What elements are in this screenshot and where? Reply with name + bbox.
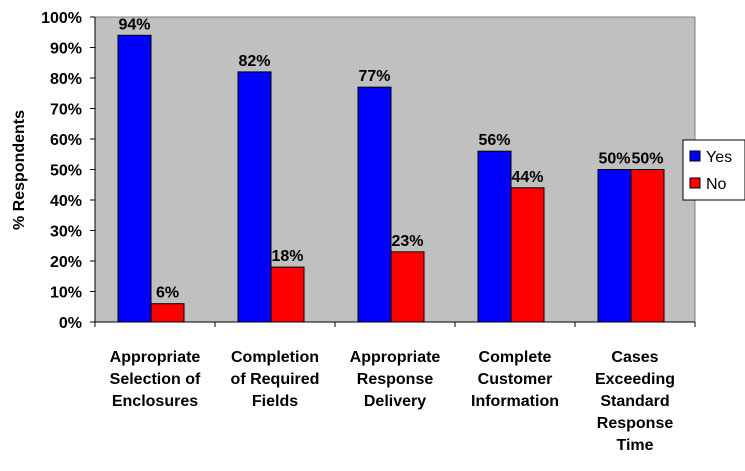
data-label: 23% [391, 233, 423, 250]
x-category-label-line: Selection of [110, 371, 201, 388]
y-tick-label: 40% [50, 193, 82, 210]
legend-swatch-yes [689, 150, 701, 162]
x-category-label-line: Standard [600, 393, 669, 410]
bar-yes [597, 169, 632, 323]
data-label: 50% [598, 151, 630, 168]
x-category-label-line: Fields [252, 393, 298, 410]
bar-no [510, 187, 545, 323]
y-tick-label: 10% [50, 285, 82, 302]
bar-yes [477, 150, 512, 323]
bar-yes [357, 86, 392, 323]
y-tick-label: 50% [50, 163, 82, 180]
x-category-label-line: Complete [479, 349, 552, 366]
data-label: 50% [631, 151, 663, 168]
legend-label-yes: Yes [706, 149, 732, 166]
x-category-label: Appropriate Selection of Enclosures [110, 349, 201, 410]
x-category-label-line: of Required [231, 371, 320, 388]
data-label: 94% [118, 16, 150, 33]
legend-label-no: No [706, 176, 727, 193]
x-category-label: Completion of Required Fields [231, 349, 320, 410]
axes-group [90, 16, 696, 327]
x-category-label-line: Completion [231, 349, 319, 366]
x-category-label: Cases Exceeding Standard Response Time [595, 349, 675, 454]
data-label: 6% [156, 285, 179, 302]
x-category-label-line: Time [616, 437, 653, 454]
x-category-label-line: Customer [478, 371, 553, 388]
y-axis-title: % Respondents [11, 110, 28, 230]
labels-group: 0% 10% 20% 30% 40% 50% 60% 70% 80% 90% 100% 94% 6% Ap… [41, 10, 675, 454]
legend: Yes No [682, 139, 745, 201]
data-label: 77% [358, 68, 390, 85]
data-label: 18% [271, 248, 303, 265]
bar-no [270, 266, 305, 323]
y-tick-label: 70% [50, 102, 82, 119]
y-tick-label: 20% [50, 254, 82, 271]
x-category-label-line: Response [357, 371, 434, 388]
bar-no [150, 303, 185, 323]
data-label: 44% [511, 169, 543, 186]
bar-no [630, 169, 665, 323]
legend-box [682, 139, 745, 201]
y-tick-label: 80% [50, 71, 82, 88]
x-category-label-line: Information [471, 393, 559, 410]
y-tick-label: 60% [50, 132, 82, 149]
x-category-label-line: Appropriate [350, 349, 441, 366]
y-tick-label: 100% [41, 10, 82, 27]
x-category-label-line: Response [597, 415, 674, 432]
x-category-label-line: Exceeding [595, 371, 675, 388]
y-tick-label: 90% [50, 41, 82, 58]
bar-yes [237, 71, 272, 323]
x-category-label-line: Delivery [364, 393, 426, 410]
legend-swatch-no [689, 177, 701, 189]
bars-group [117, 34, 665, 323]
x-category-label-line: Appropriate [110, 349, 201, 366]
data-label: 82% [238, 53, 270, 70]
y-tick-label: 30% [50, 224, 82, 241]
bar-no [390, 251, 425, 323]
x-category-label-line: Cases [611, 349, 658, 366]
y-tick-label: 0% [59, 315, 82, 332]
bar-yes [117, 34, 152, 323]
x-category-label-line: Enclosures [112, 393, 198, 410]
x-category-label: Complete Customer Information [471, 349, 559, 410]
data-label: 56% [478, 132, 510, 149]
x-category-label: Appropriate Response Delivery [350, 349, 441, 410]
